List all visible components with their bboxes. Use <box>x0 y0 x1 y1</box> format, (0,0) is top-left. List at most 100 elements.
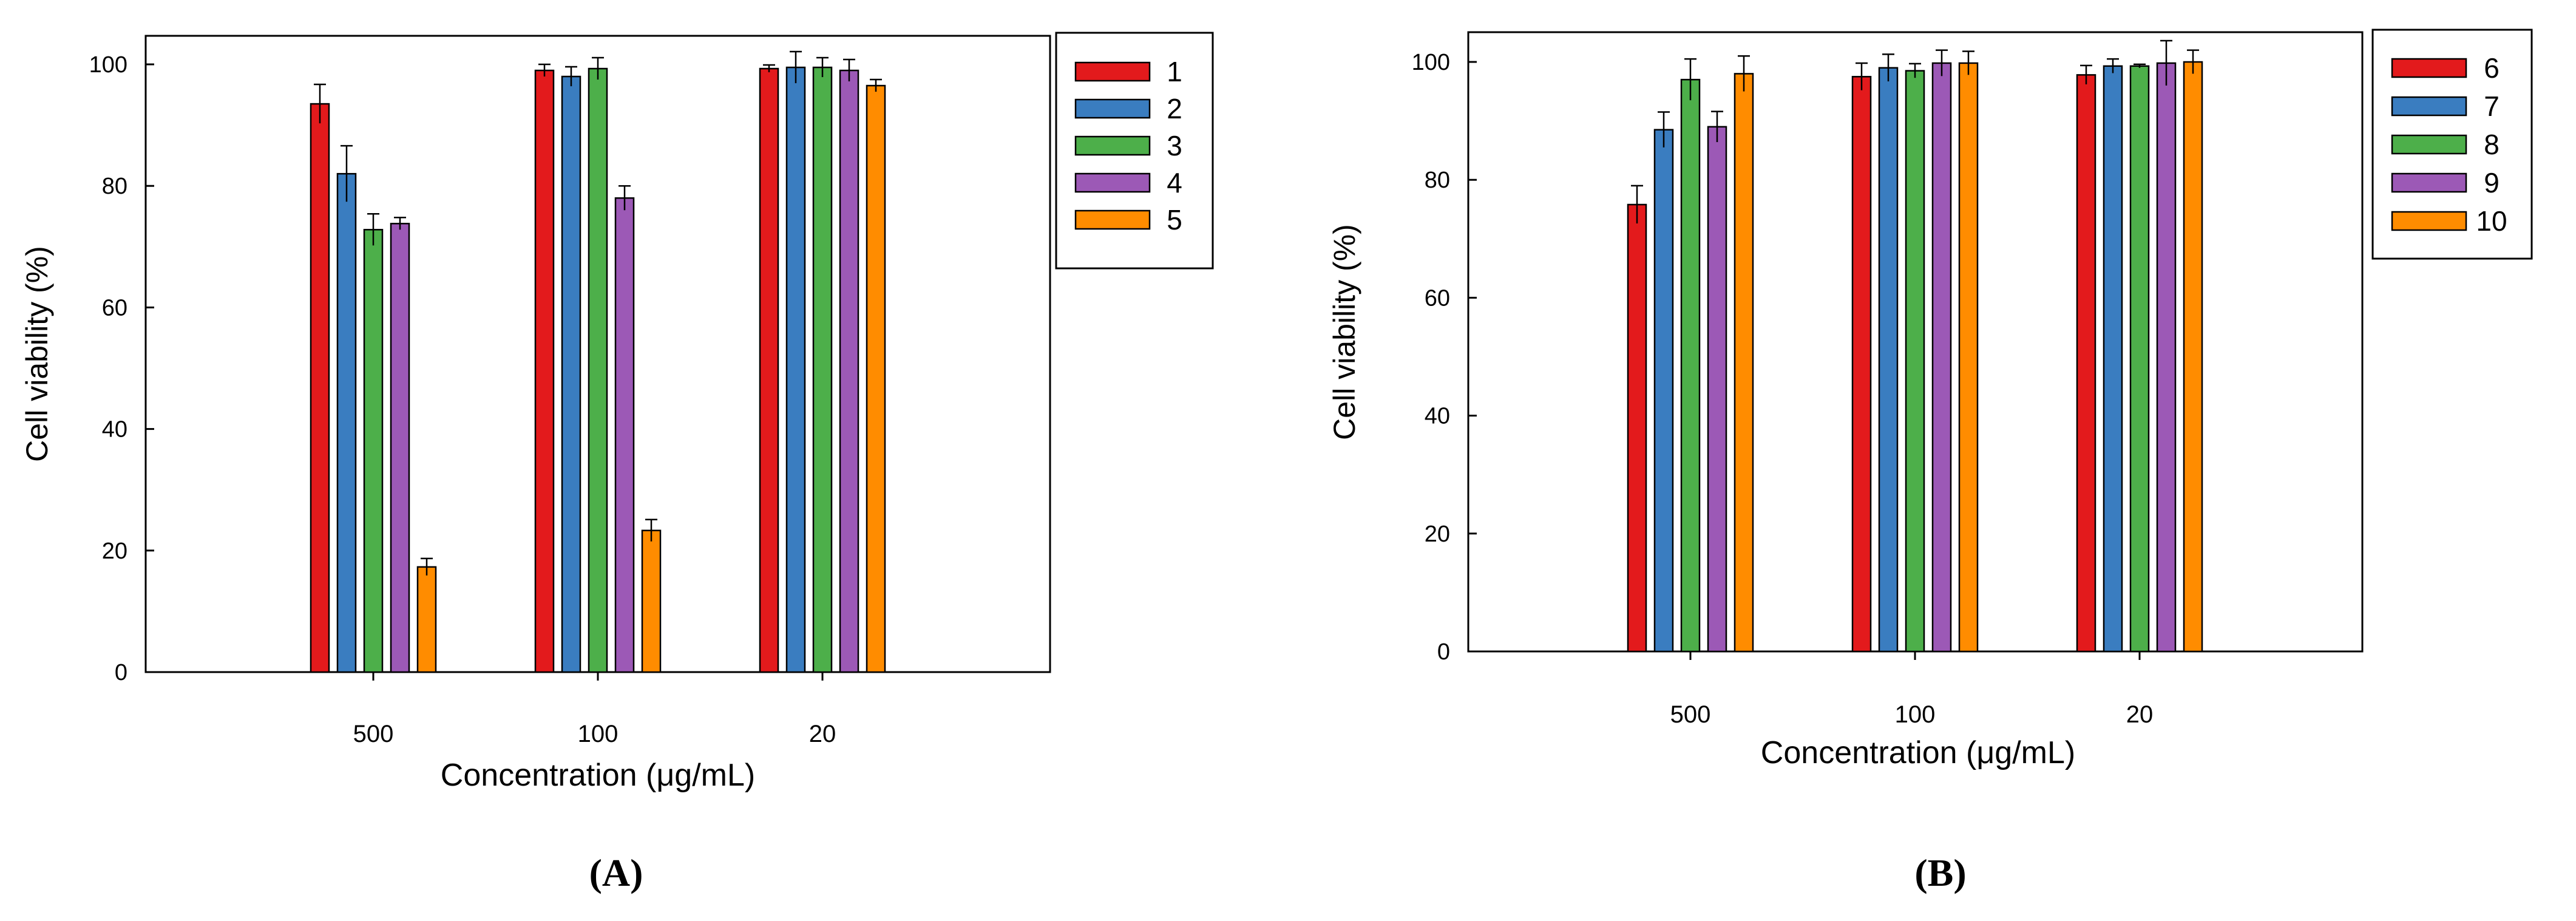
error-bar-series-4-100 <box>619 185 631 211</box>
panel-b-bars <box>1627 61 2203 653</box>
bar-series-2-100 <box>561 75 581 673</box>
bar-series-9-500 <box>1707 126 1727 653</box>
panel-b-y-axis-ticks: 0 20 40 60 80 100 <box>1412 50 1477 665</box>
legend-swatch-2 <box>1074 98 1151 119</box>
error-bar-series-7-500 <box>1658 111 1670 148</box>
error-bar-series-9-500 <box>1711 110 1723 143</box>
error-bar-series-3-20 <box>816 56 829 78</box>
error-bar-series-4-20 <box>843 58 855 82</box>
bar-series-7-100 <box>1878 67 1899 653</box>
legend-label-2: 2 <box>1167 93 1182 124</box>
bar-series-9-20 <box>2156 62 2177 653</box>
legend-label-4: 4 <box>1167 167 1182 199</box>
panel-a-x-tick-label: 500 <box>353 721 394 747</box>
panel-b-y-tick-label: 20 <box>1425 522 1450 547</box>
bar-series-4-100 <box>614 197 635 673</box>
bar-series-10-100 <box>1958 62 1979 653</box>
error-bar-series-5-100 <box>645 518 657 542</box>
panel-a-y-tick-label: 0 <box>115 660 127 685</box>
legend-swatch-10 <box>2391 211 2467 231</box>
legend-label-6: 6 <box>2484 52 2500 84</box>
error-bar-series-2-100 <box>565 66 577 87</box>
error-bar-series-4-500 <box>394 217 406 230</box>
legend-swatch-3 <box>1074 135 1151 156</box>
legend-swatch-8 <box>2391 134 2467 155</box>
bar-series-10-20 <box>2183 61 2203 653</box>
panel-a-y-tick-label: 20 <box>102 539 127 564</box>
legend-label-7: 7 <box>2484 90 2500 122</box>
panel-b-x-tick-label: 100 <box>1895 701 1936 728</box>
legend-label-1: 1 <box>1167 56 1182 87</box>
error-bar-series-5-500 <box>421 557 433 576</box>
bar-series-6-20 <box>2076 74 2096 653</box>
bar-series-9-100 <box>1931 62 1952 653</box>
error-bar-series-5-20 <box>870 78 882 92</box>
error-bar-series-10-500 <box>1738 55 1750 92</box>
panel-b-x-tick-label: 500 <box>1670 701 1711 728</box>
error-bar-series-8-20 <box>2134 63 2146 68</box>
bar-series-10-500 <box>1734 73 1754 653</box>
error-bar-series-7-20 <box>2107 58 2119 73</box>
panel-b-x-axis-ticks: 500 100 20 <box>1670 651 2154 728</box>
panel-a-x-axis-ticks: 500 100 20 <box>353 672 836 747</box>
panel-b-x-tick-label: 20 <box>2126 701 2154 728</box>
bar-series-6-100 <box>1851 76 1872 653</box>
legend-swatch-1 <box>1074 61 1151 82</box>
error-bar-series-8-500 <box>1684 58 1696 101</box>
bar-series-1-500 <box>310 103 330 673</box>
error-bar-series-10-20 <box>2187 49 2199 74</box>
bar-series-5-500 <box>416 566 437 673</box>
panel-a: 0 20 40 60 80 100 500 100 20 Cell viability (%)… <box>20 32 1214 894</box>
bar-series-2-500 <box>336 172 357 673</box>
panel-a-x-tick-label: 100 <box>578 721 619 747</box>
panel-a-legend: 1 2 3 4 5 <box>1055 32 1214 270</box>
legend-swatch-9 <box>2391 172 2467 193</box>
legend-swatch-5 <box>1074 209 1151 230</box>
panel-a-y-tick-label: 80 <box>102 174 127 199</box>
bar-series-7-20 <box>2103 65 2123 653</box>
legend-label-9: 9 <box>2484 167 2500 199</box>
legend-label-10: 10 <box>2476 205 2507 237</box>
bar-series-8-500 <box>1680 78 1701 653</box>
error-bar-series-6-20 <box>2080 64 2092 84</box>
panel-b-y-tick-label: 40 <box>1425 404 1450 429</box>
panel-a-y-axis-ticks: 0 20 40 60 80 100 <box>89 52 154 685</box>
panel-b-legend: 6 7 8 9 10 <box>2371 29 2533 260</box>
legend-label-8: 8 <box>2484 129 2500 160</box>
panel-a-y-tick-label: 40 <box>102 417 127 443</box>
legend-swatch-4 <box>1074 172 1151 193</box>
error-bar-series-10-100 <box>1962 50 1974 75</box>
panel-a-y-tick-label: 60 <box>102 295 127 321</box>
panel-b-label: (B) <box>1914 851 1966 894</box>
bar-series-3-100 <box>588 67 608 673</box>
error-bar-series-1-500 <box>314 83 326 124</box>
panel-b-y-tick-label: 60 <box>1425 285 1450 311</box>
bar-series-8-20 <box>2129 65 2150 653</box>
error-bar-series-2-20 <box>790 50 802 84</box>
legend-swatch-6 <box>2391 58 2467 78</box>
panel-b-x-axis-label: Concentration (μg/mL) <box>1761 735 2075 770</box>
panel-b-y-tick-label: 80 <box>1425 168 1450 193</box>
panel-a-x-tick-label: 20 <box>809 721 836 747</box>
bar-series-2-20 <box>785 66 806 673</box>
error-bar-series-8-100 <box>1909 63 1921 78</box>
panel-a-y-axis-label: Cell viability (%) <box>20 246 54 462</box>
error-bar-series-6-100 <box>1856 62 1868 90</box>
legend-label-5: 5 <box>1167 204 1182 236</box>
panel-a-y-tick-label: 100 <box>89 52 127 78</box>
panel-a-error-bars <box>314 50 882 576</box>
panel-b-y-tick-label: 0 <box>1437 639 1450 665</box>
bar-series-8-100 <box>1905 70 1925 653</box>
panel-b-y-tick-label: 100 <box>1412 50 1450 75</box>
error-bar-series-9-20 <box>2160 39 2172 86</box>
error-bar-series-7-100 <box>1882 53 1894 82</box>
error-bar-series-3-100 <box>592 56 604 80</box>
bar-series-1-100 <box>534 69 555 673</box>
bar-series-3-500 <box>363 229 384 673</box>
error-bar-series-9-100 <box>1936 49 1948 76</box>
bar-series-1-20 <box>759 67 779 673</box>
panel-b: 0 20 40 60 80 100 500 100 20 Cell viability (%)… <box>1327 29 2533 894</box>
panel-b-y-axis-label: Cell viability (%) <box>1327 224 1361 440</box>
panel-a-label: (A) <box>589 851 643 894</box>
